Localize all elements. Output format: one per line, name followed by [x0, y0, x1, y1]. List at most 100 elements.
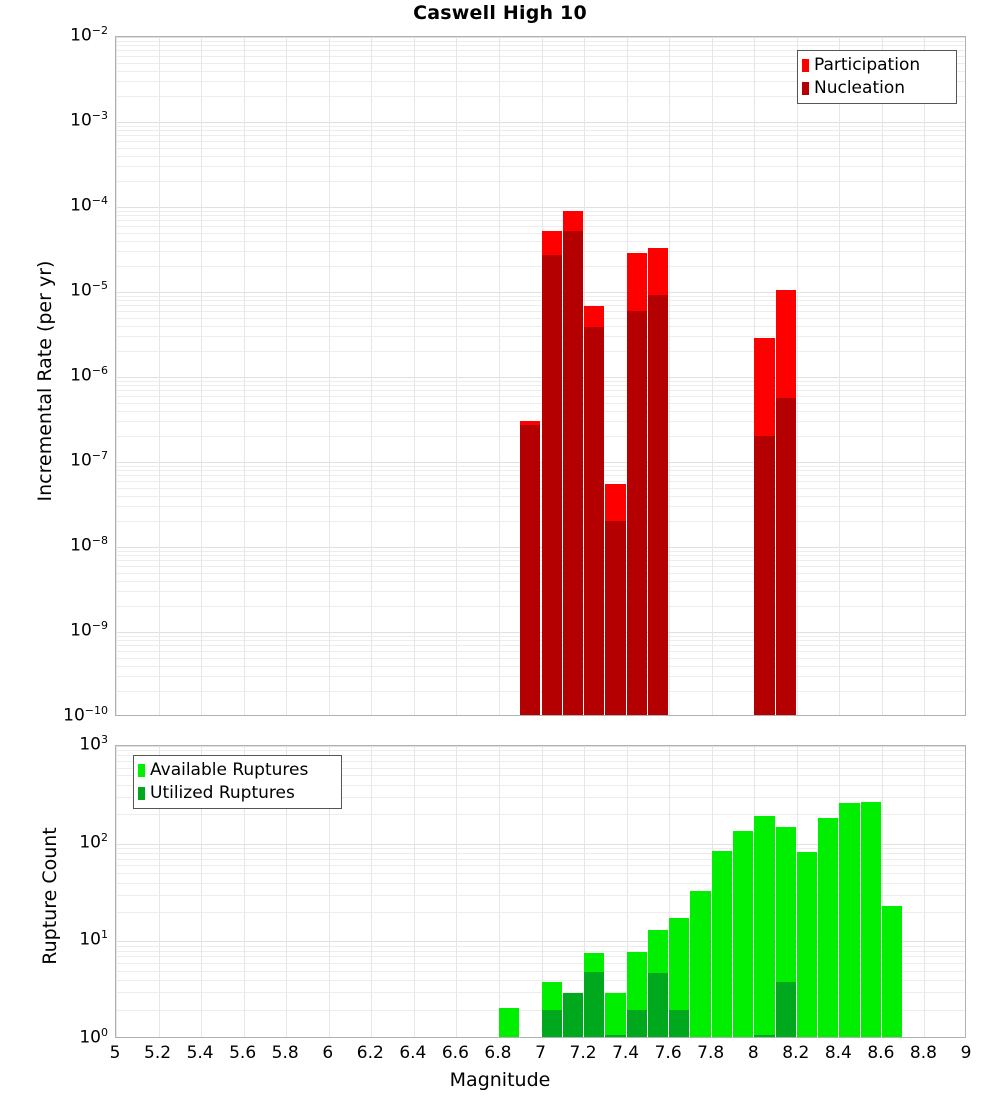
nucleation-bar-segment — [754, 436, 775, 715]
gridline — [116, 555, 965, 556]
bottom-bar — [669, 746, 690, 1037]
gridline — [116, 148, 965, 149]
utilized-ruptures-bar-segment — [647, 973, 669, 1037]
gridline-vertical — [244, 746, 245, 1037]
gridline-vertical — [669, 37, 670, 715]
gridline-vertical — [371, 37, 372, 715]
gridline — [116, 351, 965, 352]
gridline-vertical — [499, 37, 500, 715]
gridline — [116, 466, 965, 467]
gridline — [116, 305, 965, 306]
gridline — [116, 560, 965, 561]
gridline — [116, 814, 965, 815]
gridline-vertical — [542, 746, 543, 1037]
bottom-bar — [690, 746, 711, 1037]
gridline — [116, 775, 965, 776]
gridline — [116, 551, 965, 552]
gridline — [116, 233, 965, 234]
available-ruptures-bar-segment — [711, 851, 732, 1037]
legend-label: Available Ruptures — [150, 760, 309, 780]
nucleation-bar-segment — [562, 230, 584, 715]
bottom-bar — [605, 746, 626, 1037]
gridline — [116, 859, 965, 860]
gridline — [116, 50, 965, 51]
gridline — [116, 130, 965, 131]
gridline — [116, 912, 965, 913]
gridline-vertical — [797, 37, 798, 715]
x-tick: 6.2 — [356, 1043, 384, 1063]
gridline — [116, 56, 965, 57]
gridline — [116, 853, 965, 854]
top-bar — [541, 37, 562, 715]
x-axis-label: Magnitude — [449, 1069, 551, 1091]
gridline — [116, 883, 965, 884]
top-y-tick: 10−3 — [70, 108, 108, 131]
bottom-bar — [732, 746, 754, 1037]
x-tick: 7.8 — [697, 1043, 725, 1063]
x-tick: 8 — [747, 1043, 759, 1063]
top-bar — [562, 37, 584, 715]
x-tick: 6.6 — [441, 1043, 469, 1063]
x-tick: 9 — [960, 1043, 972, 1063]
gridline-vertical — [882, 37, 883, 715]
available-ruptures-bar-segment — [690, 891, 711, 1037]
legend-item: Utilized Ruptures — [138, 782, 335, 805]
gridline-vertical — [924, 746, 925, 1037]
x-tick: 8.6 — [867, 1043, 895, 1063]
gridline — [116, 750, 965, 751]
nucleation-bar-segment — [541, 254, 562, 715]
x-tick: 7 — [535, 1043, 546, 1063]
nucleation-bar-segment — [584, 326, 605, 715]
legend-swatch-icon — [138, 787, 145, 800]
available-ruptures-bar-segment — [732, 831, 754, 1037]
gridline-vertical — [329, 37, 330, 715]
available-ruptures-bar-segment — [498, 1007, 520, 1037]
top-y-tick: 10−9 — [70, 618, 108, 641]
x-tick: 6.4 — [399, 1043, 427, 1063]
gridline — [116, 211, 965, 212]
gridline — [116, 547, 965, 548]
gridline — [116, 591, 965, 592]
gridline-vertical — [924, 37, 925, 715]
available-ruptures-bar-segment — [881, 905, 903, 1037]
gridline — [116, 135, 965, 136]
gridline — [116, 96, 965, 97]
gridline — [116, 122, 965, 123]
bottom-y-axis-label: Rupture Count — [39, 827, 61, 965]
gridline — [116, 296, 965, 297]
gridline-vertical — [201, 746, 202, 1037]
top-bar — [647, 37, 669, 715]
x-tick: 5.8 — [271, 1043, 299, 1063]
gridline — [116, 390, 965, 391]
gridline — [116, 581, 965, 582]
bottom-y-tick: 101 — [79, 928, 108, 950]
gridline — [116, 895, 965, 896]
utilized-ruptures-bar-segment — [584, 972, 605, 1037]
gridline — [116, 462, 965, 463]
gridline — [116, 220, 965, 221]
available-ruptures-bar-segment — [839, 802, 860, 1037]
gridline — [116, 181, 965, 182]
top-y-tick: 10−4 — [70, 193, 108, 216]
gridline — [116, 946, 965, 947]
bottom-bar — [818, 746, 839, 1037]
gridline — [116, 865, 965, 866]
gridline — [116, 873, 965, 874]
gridline — [116, 166, 965, 167]
bottom-bar — [711, 746, 732, 1037]
bottom-bar — [796, 746, 818, 1037]
legend-label: Utilized Ruptures — [150, 783, 295, 803]
bottom-bar — [626, 746, 647, 1037]
top-bar — [775, 37, 796, 715]
gridline — [116, 381, 965, 382]
gridline-vertical — [116, 746, 117, 1037]
top-bar — [754, 37, 775, 715]
gridline — [116, 37, 965, 38]
gridline — [116, 956, 965, 957]
bottom-bar — [754, 746, 775, 1037]
gridline — [116, 311, 965, 312]
gridline — [116, 848, 965, 849]
legend-label: Participation — [814, 55, 921, 75]
gridline — [116, 45, 965, 46]
chart-title: Caswell High 10 — [413, 2, 587, 24]
